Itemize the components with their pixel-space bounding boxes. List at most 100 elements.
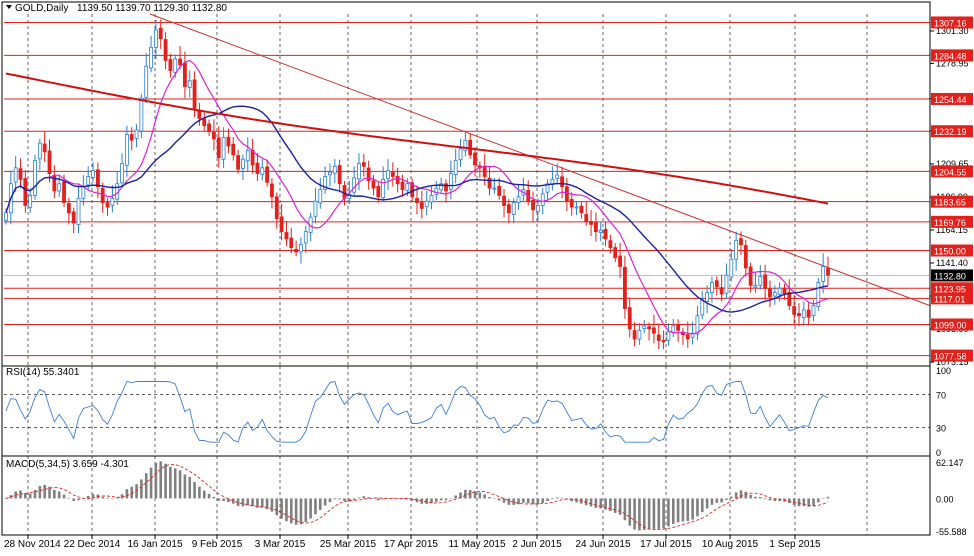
candle-body <box>221 136 226 160</box>
candle-body <box>149 46 153 69</box>
dropdown-triangle-icon[interactable] <box>6 5 12 9</box>
rsi-tick-label: 70 <box>936 391 946 401</box>
x-tick-label: 17 Jul 2015 <box>640 539 692 550</box>
x-tick-label: 9 Feb 2015 <box>192 539 243 550</box>
macd-histogram-bar <box>633 498 636 530</box>
macd-histogram-bar <box>270 498 274 512</box>
macd-histogram-bar <box>512 498 516 505</box>
candle-body <box>231 143 236 156</box>
macd-histogram-bar <box>183 474 187 499</box>
level-label-box <box>931 165 973 178</box>
macd-histogram-bar <box>318 498 322 510</box>
macd-histogram-bar <box>193 482 196 499</box>
candle-body <box>328 171 332 176</box>
candle-body <box>439 183 444 191</box>
macd-histogram-bar <box>149 467 153 499</box>
level-label-box <box>931 215 973 228</box>
macd-histogram-bar <box>546 498 549 501</box>
macd-histogram-bar <box>106 498 109 499</box>
macd-histogram-bar <box>734 492 738 499</box>
macd-histogram-bar <box>236 498 240 507</box>
macd-histogram-bar <box>560 497 564 499</box>
macd-histogram-bar <box>415 498 419 503</box>
candle-body <box>429 194 434 203</box>
candle-body <box>545 183 550 193</box>
macd-histogram-bar <box>459 492 462 499</box>
candle-body <box>743 245 748 269</box>
macd-histogram-bar <box>294 498 298 525</box>
macd-histogram-bar <box>86 496 90 499</box>
macd-histogram-bar <box>613 498 617 513</box>
candle-body <box>777 287 782 295</box>
candle-body <box>274 196 279 219</box>
candle-body <box>129 134 134 141</box>
level-label-text: 1284.48 <box>934 51 967 61</box>
time-axis-layer: 28 Nov 2014 22 Dec 2014 16 Jan 2015 9 Feb 2… <box>4 535 821 550</box>
macd-histogram-bar <box>140 479 143 499</box>
candle-body <box>95 169 100 188</box>
candle-body <box>826 267 830 276</box>
candle-body <box>187 80 192 88</box>
main-panel-frame <box>1 1 931 367</box>
moving-averages-layer <box>5 59 829 335</box>
candle-body <box>734 239 739 260</box>
level-label-text: 1169.76 <box>934 218 966 228</box>
candle-body <box>376 185 381 198</box>
candle-body <box>23 178 28 206</box>
macd-histogram-bar <box>67 497 71 499</box>
macd-histogram-bar <box>536 498 540 505</box>
candle-body <box>768 288 772 298</box>
candle-body <box>410 182 415 198</box>
macd-histogram-bar <box>367 497 370 499</box>
candle-body <box>419 202 424 209</box>
candle-body <box>110 197 115 206</box>
macd-histogram-bar <box>439 498 443 501</box>
level-label-text: 1307.16 <box>934 18 967 28</box>
macd-histogram-bar <box>468 489 472 499</box>
candle-body <box>100 187 105 204</box>
macd-histogram-bar <box>705 498 709 509</box>
macd-histogram-bar <box>488 496 491 499</box>
level-label-text: 1123.95 <box>934 284 966 294</box>
level-label-box <box>931 282 973 295</box>
macd-histogram-bar <box>72 498 75 501</box>
macd-histogram-bar <box>739 490 743 499</box>
candle-body <box>158 27 163 40</box>
macd-histogram-bar <box>517 498 520 505</box>
macd-histogram-bar <box>19 490 22 499</box>
candle-body <box>284 232 289 240</box>
macd-histogram-bar <box>222 498 225 502</box>
macd-histogram-bar <box>507 498 511 505</box>
macd-histogram-bar <box>246 498 250 506</box>
candle-body <box>183 62 187 87</box>
macd-histogram-bar <box>299 498 303 525</box>
downtrend-line <box>149 13 931 307</box>
main-header: GOLD,Daily 1139.50 1139.70 1129.30 1132.… <box>6 3 227 14</box>
candle-body <box>811 305 816 316</box>
macd-histogram-bar <box>454 495 457 499</box>
candle-body <box>656 334 661 341</box>
macd-histogram-bar <box>111 498 114 499</box>
macd-histogram-bar <box>338 498 341 500</box>
macd-histogram-bar <box>4 498 8 499</box>
macd-histogram-bar <box>768 498 772 501</box>
macd-histogram-bar <box>604 498 607 510</box>
macd-histogram-bar <box>43 484 46 499</box>
candle-body <box>695 315 700 335</box>
candle-body <box>381 179 386 199</box>
x-tick-label: 16 Jan 2015 <box>127 539 182 550</box>
candle-body <box>497 185 502 196</box>
current-price-label-box <box>931 269 973 282</box>
macd-histogram-bar <box>280 498 283 519</box>
candles-layer <box>4 19 830 350</box>
candle-body <box>618 255 622 267</box>
macd-histogram-bar <box>599 498 603 509</box>
level-label-text: 1183.65 <box>934 198 966 208</box>
current-price-label-text: 1132.80 <box>934 271 966 281</box>
x-tick-label: 1 Sep 2015 <box>769 539 821 550</box>
level-label-text: 1117.01 <box>934 294 965 304</box>
level-lines-layer <box>4 21 930 357</box>
candle-body <box>463 139 468 152</box>
macd-histogram-bar <box>541 498 545 504</box>
